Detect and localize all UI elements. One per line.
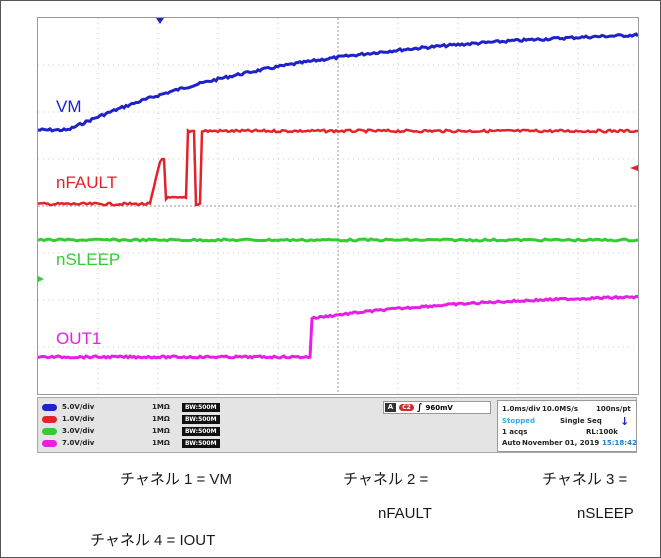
ch4-badge — [42, 439, 57, 447]
volts-per-div: 7.0V/div — [62, 439, 95, 447]
auto-mode: Auto — [502, 439, 521, 447]
volts-per-div: 1.0V/div — [62, 415, 95, 423]
scope-settings-bar: 5.0V/div 1MΩ BW:500M 1.0V/div 1MΩ BW:500… — [37, 397, 637, 453]
rising-edge-icon: ∫ — [417, 402, 423, 413]
trigger-level: 960mV — [425, 403, 453, 412]
caption-channel-2-line2: nFAULT — [378, 505, 432, 522]
out1-label: OUT1 — [56, 329, 102, 348]
trigger-position-marker — [156, 18, 164, 24]
nfault-label: nFAULT — [56, 173, 118, 192]
caption-channel-2-line1: チャネル 2 = — [343, 471, 429, 488]
capture-date: November 01, 2019 — [522, 439, 600, 447]
trigger-source: C2 — [399, 404, 414, 411]
trigger-setting: A C2 ∫ 960mV — [383, 401, 491, 414]
trigger-mode: A — [385, 403, 396, 412]
timebase: 1.0ms/div — [502, 405, 541, 413]
ch2-badge — [42, 415, 57, 423]
acquisition-status: Stopped — [502, 417, 535, 425]
impedance: 1MΩ — [152, 439, 170, 447]
sequence-mode: Single Seq — [560, 417, 602, 425]
resolution: 100ns/pt — [596, 405, 631, 413]
oscilloscope-capture: VM nFAULT nSLEEP OUT1 5.0V/div 1MΩ BW:50… — [34, 15, 640, 455]
impedance: 1MΩ — [152, 415, 170, 423]
channel-setting-row: 3.0V/div 1MΩ BW:500M — [42, 426, 220, 436]
ch3-ground-marker — [38, 276, 44, 282]
waveform-display: VM nFAULT nSLEEP OUT1 — [37, 17, 639, 395]
ch3-badge — [42, 427, 57, 435]
nfault-waveform — [38, 128, 638, 207]
acquisition-panel: 1.0ms/div 10.0MS/s 100ns/pt Stopped Sing… — [497, 400, 637, 452]
caption-channel-4: チャネル 4 = IOUT — [90, 532, 216, 549]
channel-setting-row: 5.0V/div 1MΩ BW:500M — [42, 402, 220, 412]
sample-rate: 10.0MS/s — [542, 405, 579, 413]
trigger-level-marker — [630, 165, 638, 171]
nsleep-waveform — [38, 237, 638, 243]
graticule — [38, 18, 638, 394]
channel-setting-row: 1.0V/div 1MΩ BW:500M — [42, 414, 220, 424]
volts-per-div: 3.0V/div — [62, 427, 95, 435]
vm-waveform — [38, 32, 638, 133]
caption-channel-3-line1: チャネル 3 = — [542, 471, 628, 488]
caption-channel-1: チャネル 1 = VM — [120, 471, 232, 488]
bandwidth-limit: BW:500M — [182, 402, 220, 412]
arrow-down-icon: ↓ — [620, 415, 630, 428]
vm-label: VM — [56, 97, 82, 116]
volts-per-div: 5.0V/div — [62, 403, 95, 411]
impedance: 1MΩ — [152, 403, 170, 411]
acquisition-count: 1 acqs — [502, 428, 528, 436]
waveform-plot — [38, 18, 638, 394]
nsleep-label: nSLEEP — [56, 250, 121, 269]
bandwidth-limit: BW:500M — [182, 414, 220, 424]
caption-channel-3-line2: nSLEEP — [577, 505, 634, 522]
channel-setting-row: 7.0V/div 1MΩ BW:500M — [42, 438, 220, 448]
record-length: RL:100k — [586, 428, 618, 436]
bandwidth-limit: BW:500M — [182, 438, 220, 448]
impedance: 1MΩ — [152, 427, 170, 435]
capture-time: 15:18:42 — [602, 439, 637, 447]
out1-waveform — [38, 294, 638, 360]
bandwidth-limit: BW:500M — [182, 426, 220, 436]
ch1-badge — [42, 403, 57, 411]
